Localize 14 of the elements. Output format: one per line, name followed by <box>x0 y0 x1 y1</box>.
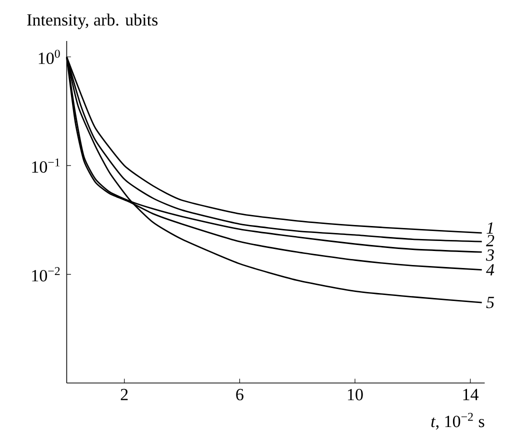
x-tick-label: 10 <box>348 388 363 400</box>
x-tick-label: 6 <box>236 388 244 400</box>
y-tick-label: 10$^{0}$ <box>38 50 60 64</box>
y-tick-label: 10$^{−2}$ <box>32 267 60 282</box>
series-label: 1 <box>486 222 493 234</box>
x-tick-label: 2 <box>120 388 128 400</box>
series-label: 3 <box>486 249 494 261</box>
series-label: 4 <box>486 264 494 276</box>
x-tick-label: 14 <box>463 388 479 400</box>
series-label: 2 <box>486 234 494 246</box>
y-tick-label: 10$^{−1}$ <box>32 158 60 173</box>
series-label: 5 <box>486 296 494 308</box>
y-axis-title: Intensity, arb. ubits <box>27 14 158 30</box>
x-axis-title: t, 10$^{−2}$ s <box>431 412 484 430</box>
